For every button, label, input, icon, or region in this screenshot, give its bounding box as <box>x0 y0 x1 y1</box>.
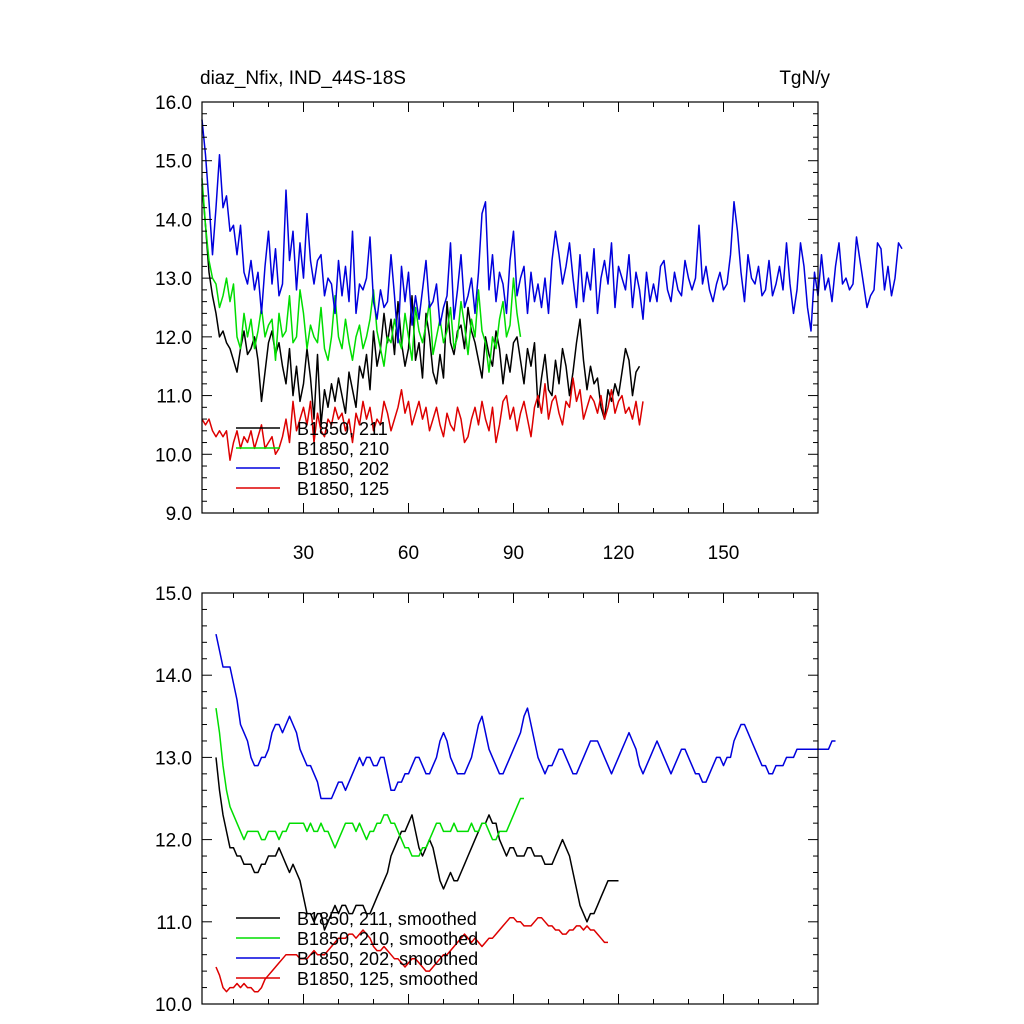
series-line-4 <box>215 916 608 993</box>
y-tick-label: 13.0 <box>155 269 192 290</box>
y-tick-label: 10.0 <box>155 995 192 1016</box>
series-line-1 <box>215 757 619 931</box>
y-tick-label: 9.0 <box>166 504 192 525</box>
y-tick-label: 14.0 <box>155 210 192 231</box>
x-tick-label: 150 <box>708 543 740 564</box>
y-tick-label: 11.0 <box>156 387 192 408</box>
top-series-lines <box>201 119 903 461</box>
x-tick-label: 60 <box>398 543 419 564</box>
legend-label-1: B1850, 211 <box>297 419 388 439</box>
chart-title: diaz_Nfix, IND_44S-18S <box>200 68 406 89</box>
legend-label-1: B1850, 211, smoothed <box>297 909 477 929</box>
y-tick-label: 13.0 <box>155 748 192 769</box>
bottom-series-lines <box>215 633 836 993</box>
series-line-3 <box>201 119 903 344</box>
series-line-2 <box>201 178 522 373</box>
legend-label-2: B1850, 210, smoothed <box>297 929 478 949</box>
x-tick-label: 90 <box>503 543 524 564</box>
series-line-4 <box>201 377 644 461</box>
y-tick-label: 15.0 <box>155 584 192 605</box>
legend-label-4: B1850, 125 <box>297 479 389 499</box>
top-panel: diaz_Nfix, IND_44S-18S TgN/y 9.0 10.0 11.0… <box>155 68 903 564</box>
legend-label-3: B1850, 202, smoothed <box>297 949 478 969</box>
x-tick-label: 120 <box>603 543 635 564</box>
legend-label-4: B1850, 125, smoothed <box>297 969 478 989</box>
y-tick-label: 16.0 <box>155 93 192 114</box>
series-line-2 <box>215 707 524 857</box>
series-line-3 <box>215 633 836 800</box>
chart-units: TgN/y <box>779 68 830 89</box>
legend-label-3: B1850, 202 <box>297 459 389 479</box>
y-tick-label: 11.0 <box>156 913 192 934</box>
x-tick-label: 30 <box>293 543 314 564</box>
bottom-axes: 10.0 11.0 12.0 13.0 14.0 15.0 <box>155 584 819 1016</box>
bottom-panel: 10.0 11.0 12.0 13.0 14.0 15.0 B1850, 211, smo… <box>155 584 836 1016</box>
plot-frame <box>201 592 819 1005</box>
y-tick-label: 10.0 <box>155 445 192 466</box>
y-tick-label: 14.0 <box>155 666 192 687</box>
top-axes: 9.0 10.0 11.0 12.0 13.0 14.0 15.0 16.0 30 60 90 120… <box>155 93 819 564</box>
y-tick-label: 15.0 <box>155 152 192 173</box>
legend-label-2: B1850, 210 <box>297 439 389 459</box>
y-tick-label: 12.0 <box>155 831 192 852</box>
y-tick-label: 12.0 <box>155 328 192 349</box>
plot-frame <box>201 101 819 514</box>
